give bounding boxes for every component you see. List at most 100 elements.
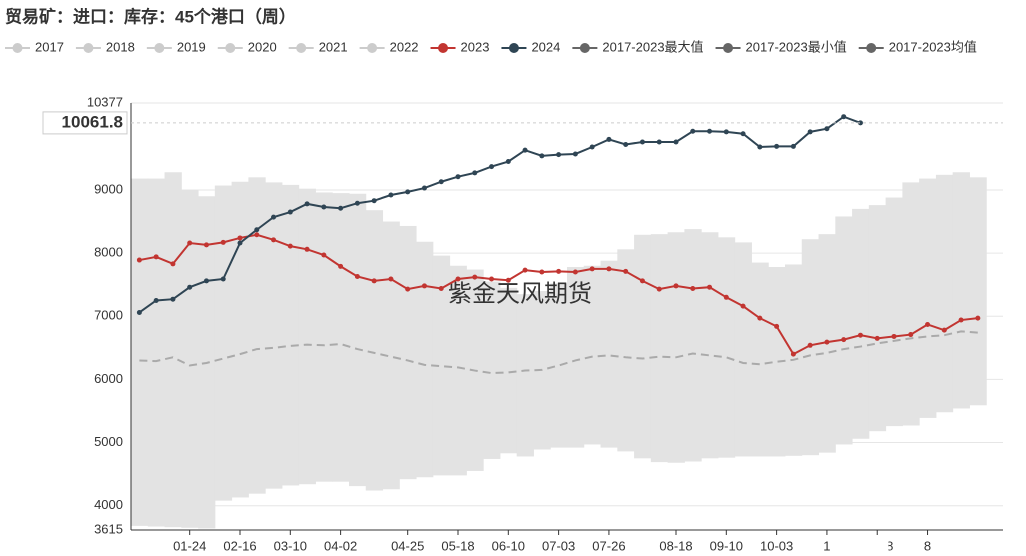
range-band <box>868 205 887 432</box>
legend-label: 2021 <box>319 39 348 54</box>
range-band <box>567 266 585 448</box>
range-band <box>315 192 333 482</box>
chart-title: 贸易矿：进口：库存：45个港口（周） <box>5 6 296 26</box>
point <box>740 303 746 309</box>
x-tick-label: 03-10 <box>274 538 307 553</box>
legend-dot <box>296 43 307 53</box>
point <box>136 309 142 315</box>
point <box>656 286 662 292</box>
point <box>824 126 830 132</box>
point <box>220 276 226 282</box>
legend-dot <box>154 43 165 53</box>
point <box>841 114 847 120</box>
legend-item: 2017-2023均值 <box>858 39 977 54</box>
legend-dot <box>83 43 94 53</box>
point <box>556 152 562 158</box>
legend-dot <box>866 43 877 53</box>
point <box>522 147 528 153</box>
legend-dot <box>367 43 378 53</box>
point <box>388 192 394 198</box>
point <box>790 143 796 149</box>
point <box>489 164 495 170</box>
legend-label: 2019 <box>177 39 206 54</box>
point <box>489 276 495 282</box>
range-band <box>298 188 316 485</box>
point <box>690 128 696 134</box>
range-band <box>751 262 769 457</box>
point <box>707 128 713 134</box>
point <box>857 332 863 338</box>
range-band <box>349 193 367 487</box>
range-band <box>634 234 652 459</box>
point <box>388 276 394 282</box>
y-tick-label: 7000 <box>94 308 123 323</box>
point <box>438 285 444 291</box>
point <box>707 284 713 290</box>
range-band <box>583 265 602 445</box>
range-band <box>617 249 635 452</box>
point <box>908 332 914 338</box>
point <box>807 342 813 348</box>
point <box>958 317 964 323</box>
legend-label: 2017-2023最小值 <box>746 39 847 54</box>
point <box>673 283 679 289</box>
point <box>774 323 780 329</box>
legend-item: 2020 <box>217 39 277 54</box>
point <box>421 283 427 289</box>
point <box>421 185 427 191</box>
point <box>790 351 796 357</box>
point <box>757 144 763 150</box>
range-band <box>717 237 736 458</box>
point <box>321 252 327 258</box>
point <box>690 285 696 291</box>
range-band <box>667 232 685 463</box>
point <box>572 151 578 157</box>
point <box>857 120 863 126</box>
legend-item: 2019 <box>146 39 206 54</box>
point <box>891 333 897 339</box>
point <box>472 170 478 176</box>
point <box>203 242 209 248</box>
point <box>539 269 545 275</box>
point <box>824 339 830 345</box>
pointer-label: 10061.8 <box>62 112 123 131</box>
legend-label: 2020 <box>248 39 277 54</box>
point <box>556 268 562 274</box>
point <box>774 143 780 149</box>
point <box>639 139 645 145</box>
point <box>354 273 360 279</box>
range-band <box>952 172 970 409</box>
legend-label: 2022 <box>390 39 419 54</box>
range-band <box>181 189 199 528</box>
point <box>623 268 629 274</box>
point <box>371 278 377 284</box>
point <box>170 261 176 267</box>
y-tick-label: 9000 <box>94 181 123 196</box>
range-band <box>516 294 534 457</box>
legend-item: 2017-2023最大值 <box>572 39 704 54</box>
point <box>237 235 243 241</box>
point <box>187 240 193 246</box>
point <box>606 136 612 142</box>
point <box>304 246 310 252</box>
point <box>338 205 344 211</box>
point <box>606 266 612 272</box>
x-tick-label: 08-18 <box>659 538 692 553</box>
range-band <box>265 182 283 489</box>
range-band <box>935 174 954 413</box>
point <box>220 239 226 245</box>
point <box>807 129 813 135</box>
range-band <box>214 185 233 501</box>
point <box>455 276 461 282</box>
point <box>321 204 327 210</box>
range-band <box>382 221 400 490</box>
legend-item: 2017 <box>5 39 64 54</box>
point <box>723 129 729 135</box>
point <box>522 267 528 273</box>
x-tick-label: 07-03 <box>542 538 575 553</box>
range-band <box>147 178 166 527</box>
point <box>354 200 360 206</box>
point <box>287 243 293 249</box>
point <box>203 278 209 284</box>
range-band <box>365 210 384 491</box>
